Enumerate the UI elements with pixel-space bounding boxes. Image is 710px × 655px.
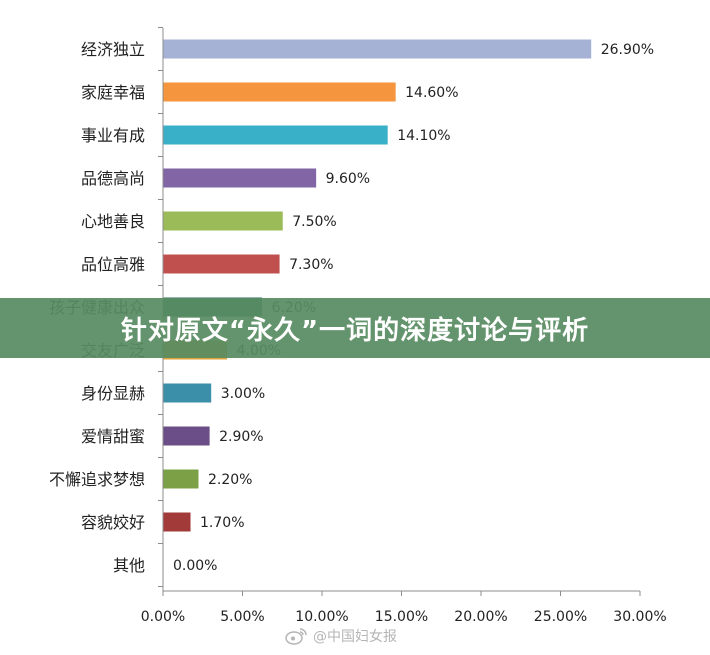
weibo-icon: [285, 628, 307, 645]
value-label: 26.90%: [601, 42, 654, 58]
x-tick-label: 0.00%: [141, 609, 185, 625]
value-label: 7.50%: [292, 214, 336, 230]
value-label: 9.60%: [326, 171, 370, 187]
value-label: 3.00%: [221, 386, 265, 402]
x-tick-label: 20.00%: [454, 609, 507, 625]
bar: [163, 168, 317, 188]
value-label: 0.00%: [173, 558, 217, 574]
category-label: 经济独立: [81, 40, 145, 59]
x-tick-label: 15.00%: [375, 609, 428, 625]
watermark: @中国妇女报: [285, 626, 397, 646]
category-label: 家庭幸福: [81, 83, 145, 102]
bar: [163, 82, 396, 102]
category-label: 品位高雅: [81, 255, 145, 274]
category-label: 事业有成: [81, 126, 145, 145]
bar: [163, 512, 191, 532]
bar: [163, 426, 210, 446]
bar: [163, 39, 592, 59]
title-banner: 针对原文“永久”一词的深度讨论与评析: [0, 298, 710, 358]
category-label: 品德高尚: [81, 169, 145, 188]
category-label: 其他: [113, 556, 145, 575]
banner-title: 针对原文“永久”一词的深度讨论与评析: [120, 315, 590, 346]
value-label: 2.90%: [219, 429, 263, 445]
category-label: 心地善良: [81, 212, 145, 231]
bar: [163, 469, 199, 489]
value-label: 14.60%: [405, 85, 458, 101]
bar: [163, 211, 283, 231]
watermark-text: @中国妇女报: [313, 629, 397, 645]
value-label: 2.20%: [208, 472, 252, 488]
x-tick-labels: 0.00% 5.00% 10.00% 15.00% 20.00% 25.00% 30.00%: [141, 609, 667, 625]
bar: [163, 125, 388, 145]
x-tick-label: 5.00%: [220, 609, 264, 625]
x-tick-label: 25.00%: [534, 609, 587, 625]
category-label: 爱情甜蜜: [81, 427, 145, 446]
x-tick-label: 10.00%: [295, 609, 348, 625]
bar: [163, 254, 280, 274]
value-label: 1.70%: [200, 515, 244, 531]
value-label: 14.10%: [397, 128, 450, 144]
category-label: 容貌姣好: [81, 513, 145, 532]
x-tick-label: 30.00%: [613, 609, 666, 625]
bar-group: [163, 39, 592, 532]
category-label: 身份显赫: [81, 384, 145, 403]
bar: [163, 383, 212, 403]
category-label: 不懈追求梦想: [49, 470, 145, 489]
value-label: 7.30%: [289, 257, 333, 273]
